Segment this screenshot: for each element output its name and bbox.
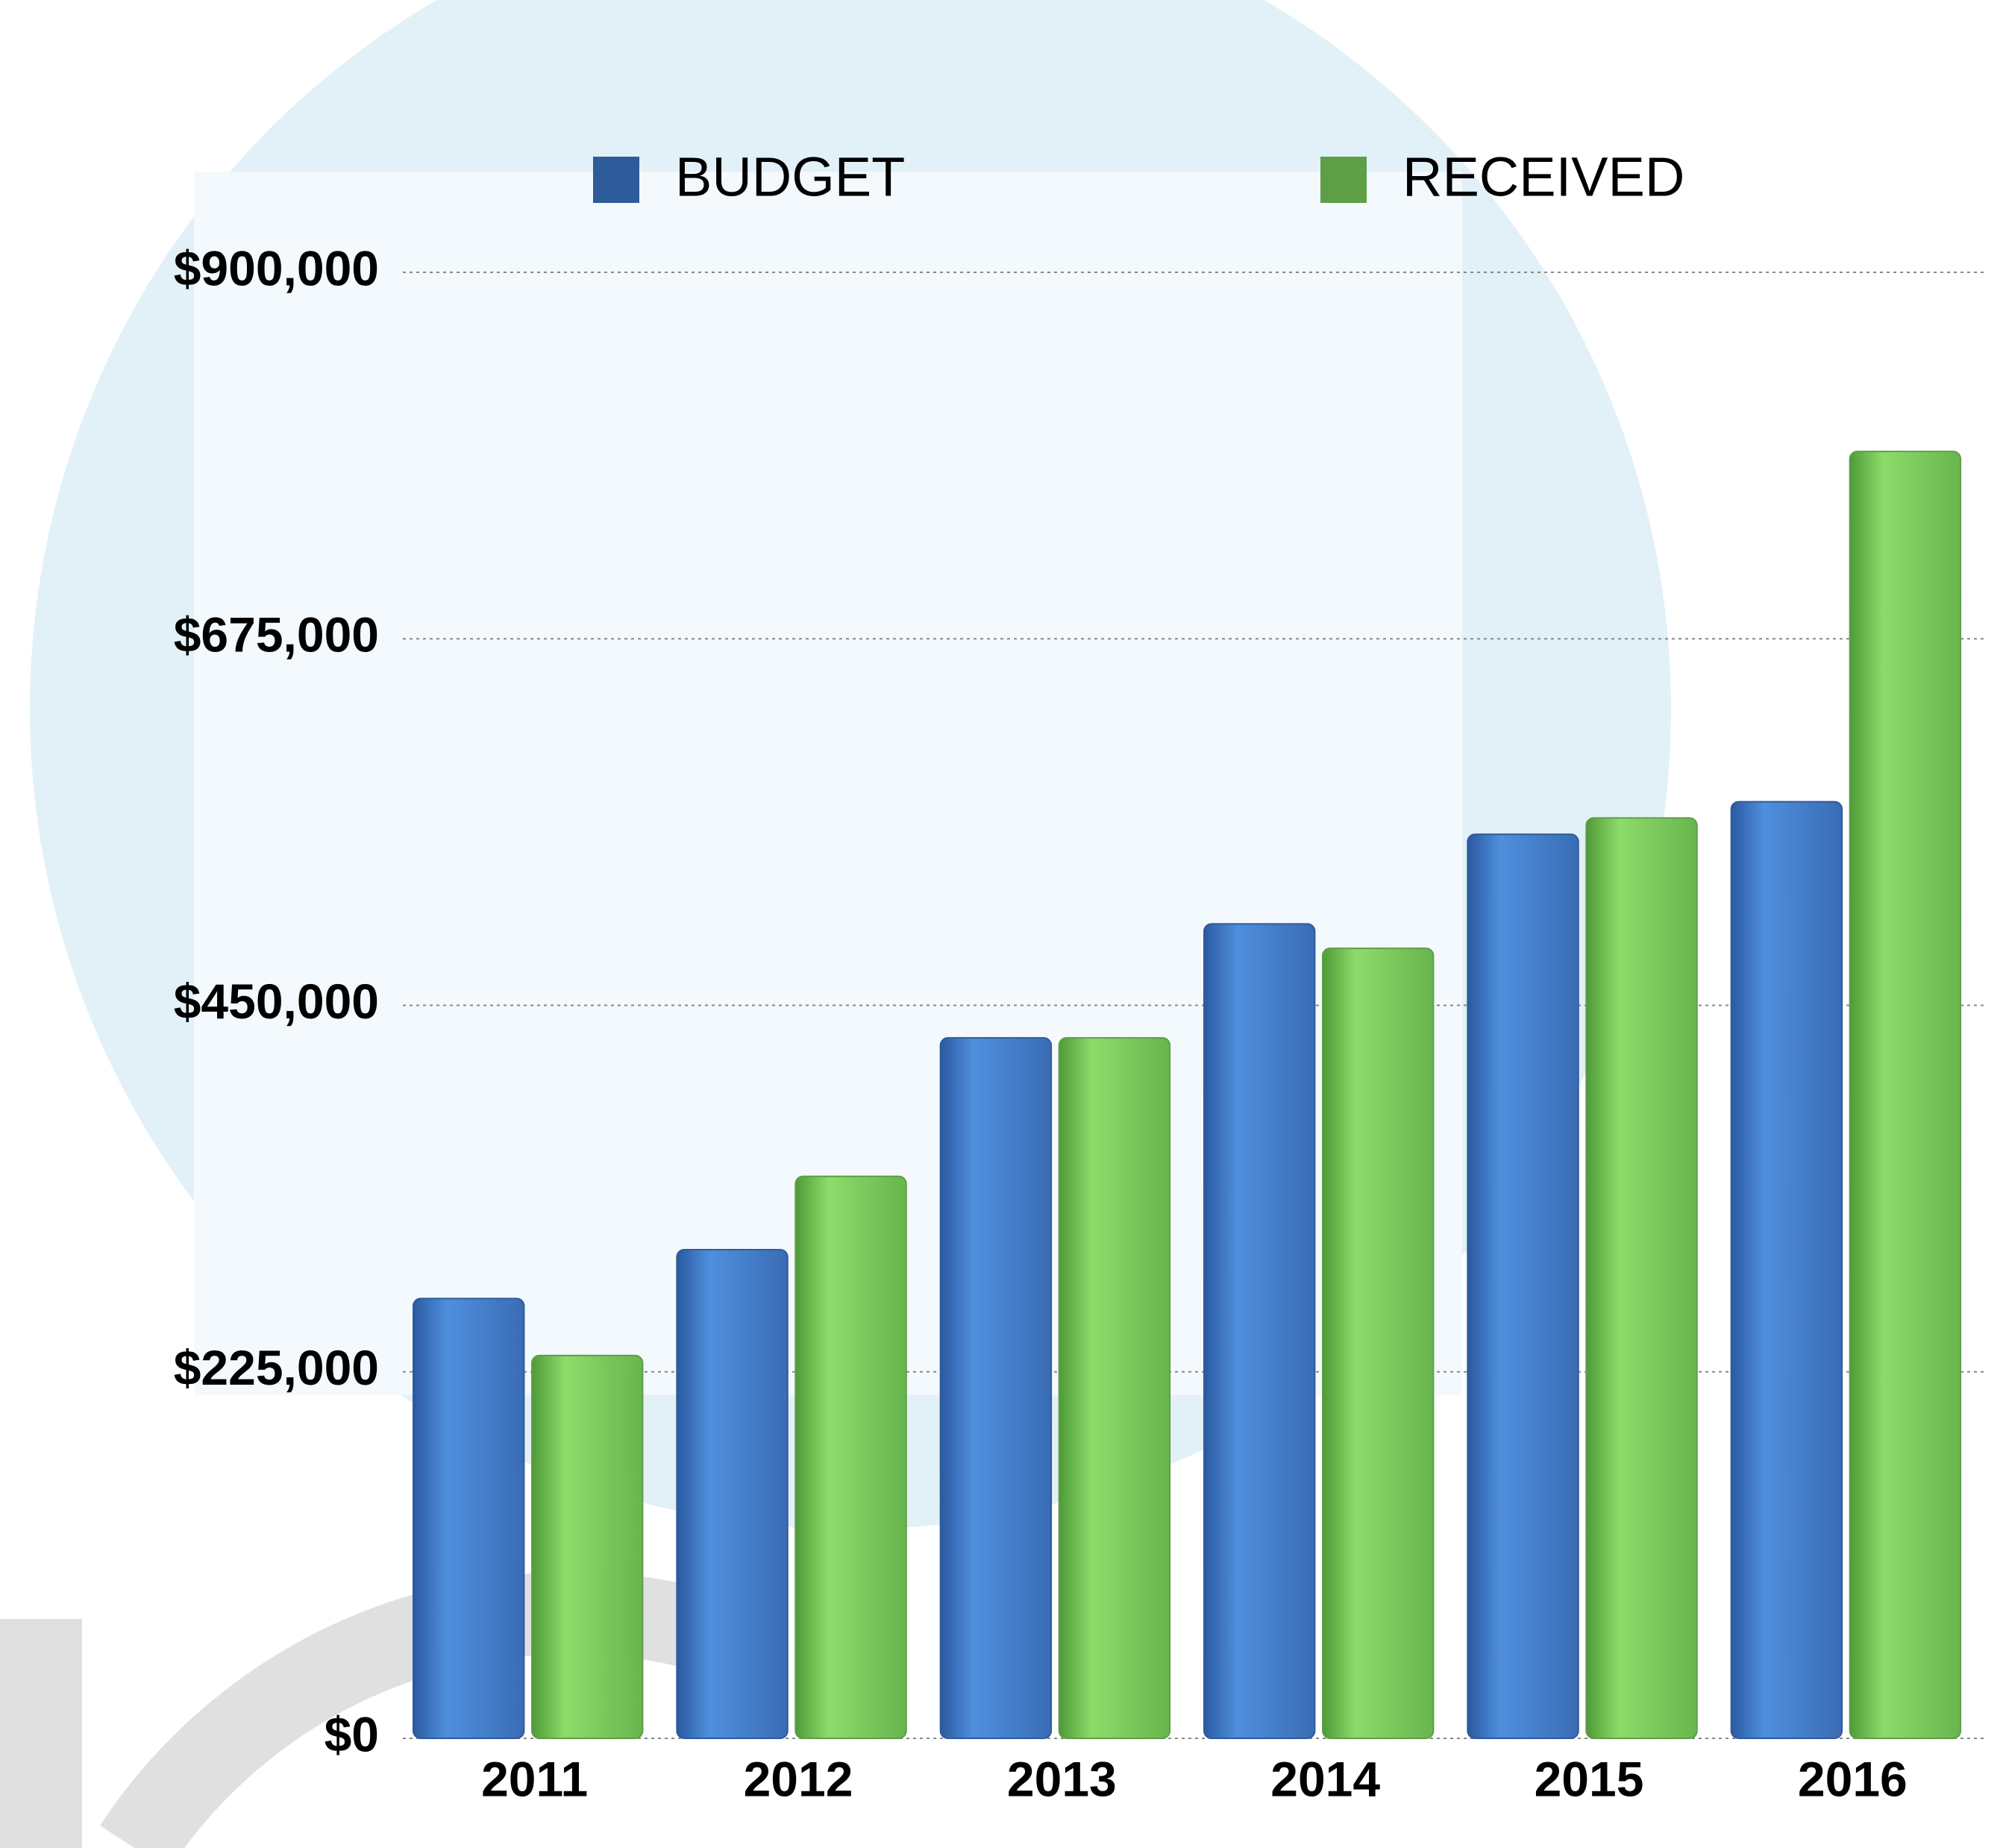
- legend-label: RECEIVED: [1402, 146, 1684, 208]
- x-tick-label: 2014: [1270, 1751, 1380, 1806]
- x-tick-label: 2015: [1535, 1751, 1644, 1806]
- bar: [1322, 948, 1435, 1739]
- legend-swatch: [1320, 157, 1367, 203]
- bar: [676, 1249, 789, 1739]
- bar: [531, 1354, 644, 1739]
- y-tick-label: $0: [325, 1706, 379, 1761]
- bar: [413, 1297, 525, 1739]
- x-tick-label: 2011: [481, 1751, 588, 1806]
- y-tick-label: $900,000: [174, 240, 379, 295]
- y-tick-label: $225,000: [174, 1340, 379, 1395]
- bar: [1203, 923, 1316, 1739]
- legend-swatch: [593, 157, 639, 203]
- x-tick-label: 2013: [1007, 1751, 1117, 1806]
- y-tick-label: $450,000: [174, 974, 379, 1029]
- legend-label: BUDGET: [675, 146, 905, 208]
- bar: [1730, 801, 1843, 1739]
- x-tick-label: 2012: [744, 1751, 853, 1806]
- bar: [1058, 1037, 1171, 1739]
- bar: [1849, 451, 1962, 1740]
- y-tick-label: $675,000: [174, 607, 379, 663]
- bar: [1467, 833, 1579, 1739]
- bar: [794, 1175, 907, 1739]
- bar: [1585, 817, 1698, 1739]
- x-tick-label: 2016: [1798, 1751, 1908, 1806]
- legend: BUDGET RECEIVED: [593, 146, 1684, 208]
- bar: [939, 1037, 1053, 1739]
